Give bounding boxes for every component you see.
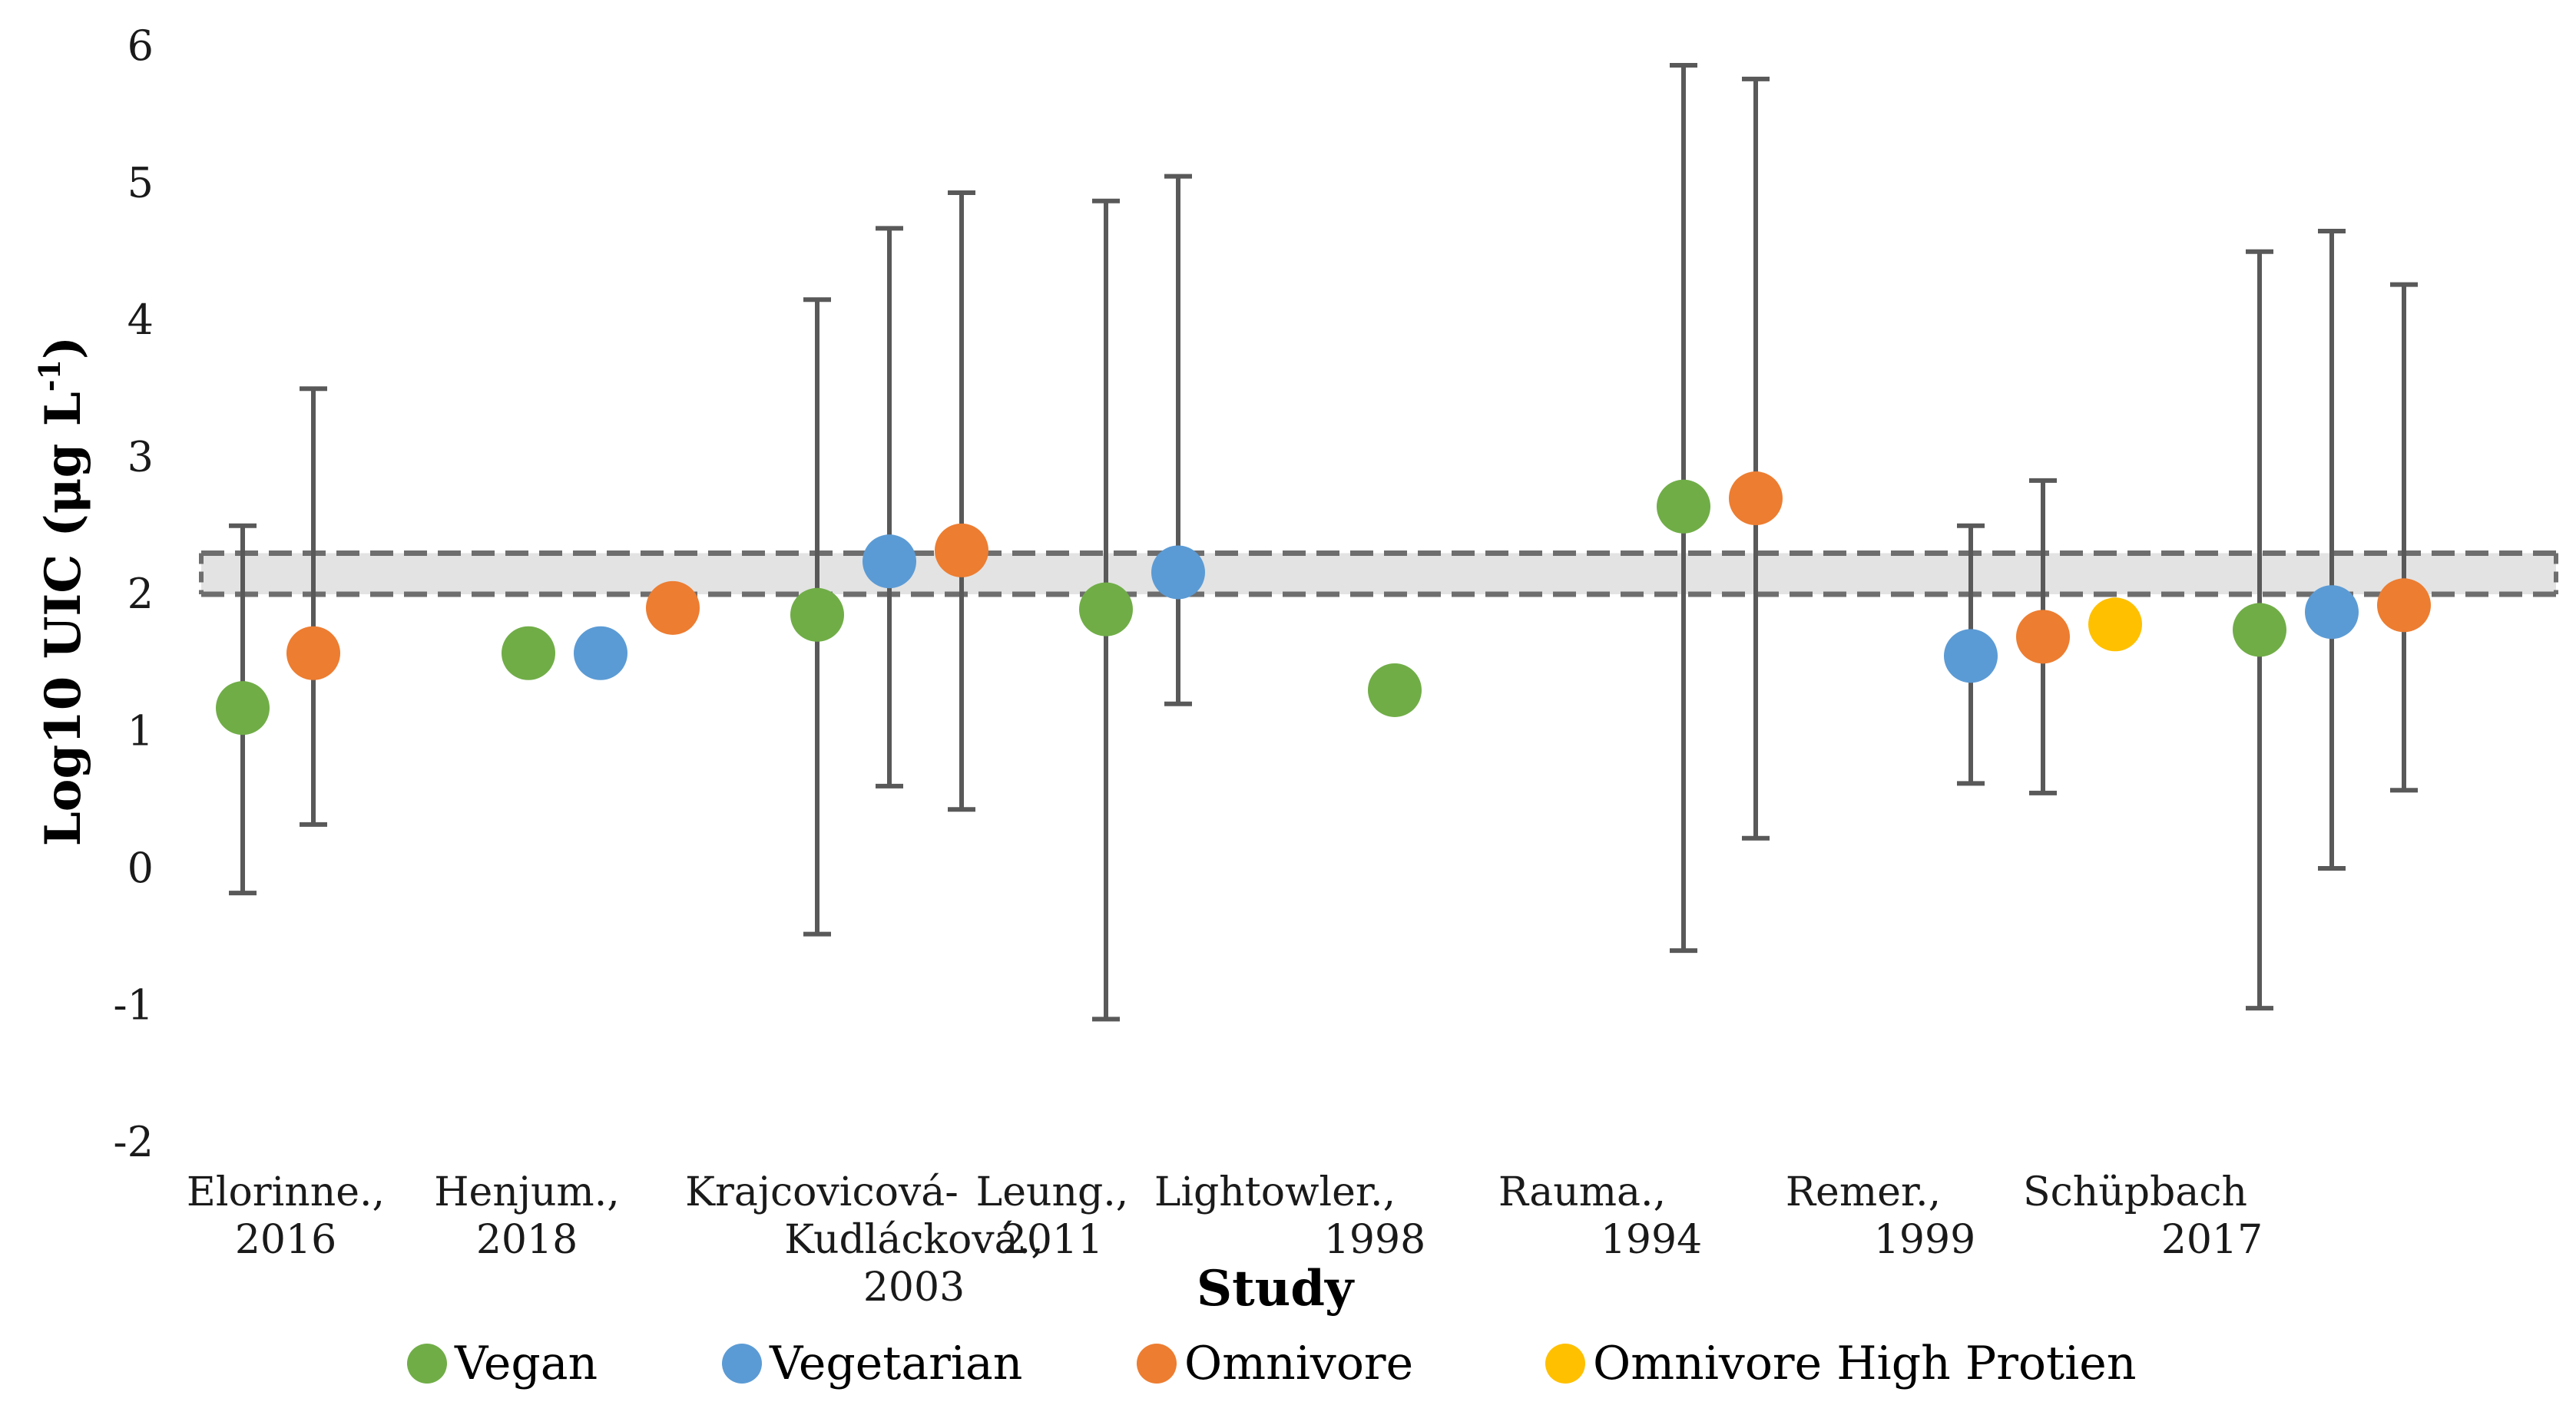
x-category-label: Rauma., 1994: [1498, 1169, 1702, 1263]
data-point: [1151, 545, 1205, 600]
legend-swatch: [1137, 1344, 1177, 1384]
data-point: [1944, 629, 1998, 683]
legend-label: Vegan: [454, 1337, 598, 1390]
error-bar: [2318, 228, 2346, 871]
y-tick-label: 5: [127, 159, 154, 207]
y-tick-labels: -2 -1 0 1 2 3 4 5 6: [113, 21, 154, 1166]
data-point: [1729, 471, 1783, 526]
data-point: [2233, 603, 2286, 657]
y-tick-label: -1: [113, 981, 154, 1030]
x-category-label: Henjum., 2018: [434, 1169, 620, 1263]
error-bar: [2390, 282, 2418, 793]
y-tick-label: 2: [127, 570, 154, 618]
error-bar: [876, 226, 903, 789]
x-category-label: Leung., 2011: [976, 1169, 1129, 1263]
data-point: [790, 587, 844, 642]
legend-item: Vegetarian: [722, 1337, 1022, 1390]
reference-band-layer: [199, 550, 2558, 597]
data-point: [1079, 582, 1133, 636]
y-axis-title: Log10 UIC (μg L-1): [32, 336, 92, 846]
legend-item: Omnivore: [1137, 1337, 1413, 1390]
x-category-labels: Elorinne., 2016 Henjum., 2018 Krajcovicová-K…: [187, 1169, 2263, 1311]
legend-swatch: [407, 1344, 447, 1384]
legend-swatch: [722, 1344, 762, 1384]
x-category-label: Lightowler., 1998: [1154, 1169, 1425, 1263]
y-tick-label: -2: [113, 1118, 154, 1166]
x-category-label: Remer., 1999: [1786, 1169, 1975, 1263]
legend-label: Vegetarian: [769, 1337, 1022, 1390]
data-point: [2377, 578, 2431, 633]
data-point: [2305, 585, 2359, 640]
data-point: [502, 626, 555, 680]
x-category-label: Elorinne., 2016: [187, 1169, 385, 1263]
data-point: [1368, 663, 1422, 717]
x-category-label: Schüpbach 2017: [2023, 1169, 2263, 1263]
legend-item: Vegan: [407, 1337, 598, 1390]
y-tick-label: 6: [127, 21, 154, 70]
data-point: [646, 580, 700, 635]
error-bar: [300, 386, 327, 827]
error-bar: [948, 190, 975, 812]
data-point: [2088, 597, 2142, 652]
data-point: [574, 626, 627, 680]
data-point: [2016, 610, 2070, 664]
legend-label: Omnivore: [1184, 1337, 1413, 1390]
data-point: [1657, 479, 1710, 534]
x-axis-title: Study: [1197, 1260, 1355, 1318]
reference-band-fill: [201, 553, 2556, 594]
error-bar-layer: [229, 62, 2418, 1022]
legend-label: Omnivore High Protien: [1593, 1337, 2136, 1390]
data-point: [286, 626, 340, 680]
data-point-layer: [216, 471, 2431, 736]
legend: Vegan Vegetarian Omnivore Omnivore High Pro…: [407, 1337, 2136, 1390]
y-tick-label: 3: [127, 433, 154, 481]
legend-swatch: [1545, 1344, 1585, 1384]
y-tick-label: 4: [127, 296, 154, 344]
y-tick-label: 1: [127, 707, 154, 755]
legend-item: Omnivore High Protien: [1545, 1337, 2136, 1390]
error-bar: [1742, 76, 1770, 841]
data-point: [863, 534, 916, 589]
y-tick-label: 0: [127, 844, 154, 892]
data-point: [935, 523, 988, 577]
x-category-label: Krajcovicová-Kudlácková., 2003: [685, 1169, 1044, 1311]
data-point: [216, 681, 270, 736]
error-bar: [1164, 174, 1192, 706]
